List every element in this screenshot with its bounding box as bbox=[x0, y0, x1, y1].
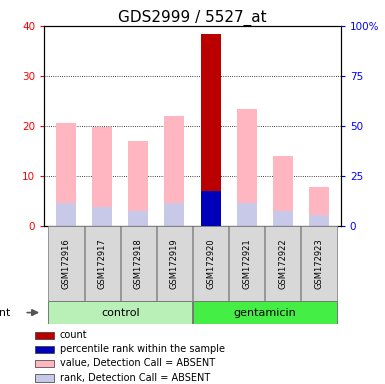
Bar bbox=[237, 204, 257, 226]
Bar bbox=[229, 226, 264, 301]
Bar bbox=[128, 211, 148, 226]
Bar bbox=[164, 116, 184, 226]
Bar bbox=[164, 204, 184, 226]
Text: control: control bbox=[101, 308, 139, 318]
Text: count: count bbox=[60, 330, 87, 340]
Text: rank, Detection Call = ABSENT: rank, Detection Call = ABSENT bbox=[60, 373, 210, 383]
Text: GSM172921: GSM172921 bbox=[242, 238, 251, 288]
Text: GSM172916: GSM172916 bbox=[62, 238, 70, 289]
Bar bbox=[56, 123, 76, 226]
Title: GDS2999 / 5527_at: GDS2999 / 5527_at bbox=[118, 10, 267, 26]
Text: gentamicin: gentamicin bbox=[233, 308, 296, 318]
Bar bbox=[49, 226, 84, 301]
Text: percentile rank within the sample: percentile rank within the sample bbox=[60, 344, 225, 354]
Bar bbox=[85, 226, 120, 301]
Text: agent: agent bbox=[0, 308, 11, 318]
Bar bbox=[273, 156, 293, 226]
Bar bbox=[193, 301, 336, 324]
Bar bbox=[35, 346, 54, 353]
Text: GSM172918: GSM172918 bbox=[134, 238, 143, 289]
Bar bbox=[35, 374, 54, 382]
Bar bbox=[92, 127, 112, 226]
Bar bbox=[237, 109, 257, 226]
Bar bbox=[301, 226, 336, 301]
Text: value, Detection Call = ABSENT: value, Detection Call = ABSENT bbox=[60, 358, 215, 368]
Bar bbox=[35, 359, 54, 367]
Bar bbox=[49, 301, 192, 324]
Bar bbox=[92, 207, 112, 226]
Text: GSM172922: GSM172922 bbox=[278, 238, 287, 288]
Bar bbox=[35, 332, 54, 339]
Bar bbox=[193, 226, 228, 301]
Bar bbox=[309, 215, 329, 226]
Bar bbox=[201, 33, 221, 226]
Bar bbox=[265, 226, 300, 301]
Bar bbox=[157, 226, 192, 301]
Bar bbox=[121, 226, 156, 301]
Text: GSM172923: GSM172923 bbox=[315, 238, 323, 289]
Bar bbox=[309, 187, 329, 226]
Text: GSM172920: GSM172920 bbox=[206, 238, 215, 288]
Text: GSM172917: GSM172917 bbox=[98, 238, 107, 289]
Bar bbox=[128, 141, 148, 226]
Bar bbox=[56, 204, 76, 226]
Bar bbox=[273, 211, 293, 226]
Text: GSM172919: GSM172919 bbox=[170, 238, 179, 288]
Bar bbox=[201, 191, 221, 226]
